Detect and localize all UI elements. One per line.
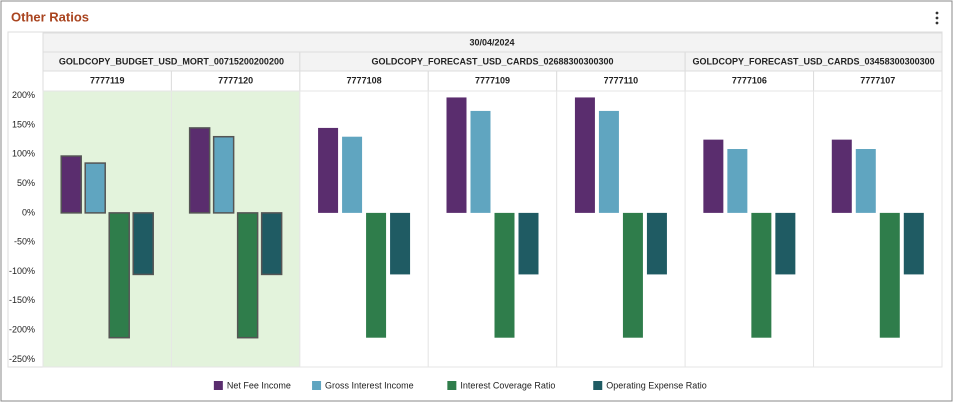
account-label: 7777110	[604, 75, 639, 85]
y-tick-label: -50%	[14, 237, 35, 247]
legend-label: Gross Interest Income	[325, 380, 414, 390]
y-tick-label: -100%	[9, 266, 35, 276]
bar	[518, 212, 539, 275]
bar	[775, 212, 796, 275]
legend-label: Operating Expense Ratio	[606, 380, 707, 390]
group-label: GOLDCOPY_FORECAST_USD_CARDS_026883003003…	[371, 56, 613, 66]
bar	[366, 212, 387, 338]
y-tick-label: 200%	[12, 90, 35, 100]
group-label: GOLDCOPY_FORECAST_USD_CARDS_034583003003…	[693, 56, 935, 66]
bar	[132, 212, 154, 276]
bar	[236, 212, 259, 339]
y-tick-label: 100%	[12, 149, 35, 159]
legend-swatch	[213, 381, 223, 390]
account-label: 7777106	[732, 75, 767, 85]
account-label: 7777107	[860, 75, 895, 85]
legend-label: Interest Coverage Ratio	[460, 380, 555, 390]
bar	[446, 97, 467, 213]
y-tick-label: 150%	[12, 119, 35, 129]
bar	[727, 149, 748, 213]
bar	[212, 135, 235, 214]
bar	[342, 136, 363, 213]
y-tick-label: -150%	[9, 295, 35, 305]
bar	[751, 212, 772, 338]
legend-label: Net Fee Income	[227, 380, 291, 390]
account-label: 7777109	[475, 75, 510, 85]
bar	[390, 212, 411, 275]
y-tick-label: 50%	[17, 178, 35, 188]
legend-swatch	[447, 381, 457, 390]
bar	[855, 149, 876, 213]
bar	[703, 139, 724, 213]
bar	[318, 127, 339, 213]
bar	[260, 212, 283, 276]
account-label: 7777108	[347, 75, 382, 85]
bar	[60, 155, 82, 214]
bar	[622, 212, 643, 338]
menu-button[interactable]	[935, 11, 939, 25]
bar	[494, 212, 515, 338]
y-tick-label: -250%	[9, 354, 35, 364]
bar	[470, 110, 491, 213]
y-tick-label: -200%	[9, 324, 35, 334]
y-tick-label: 0%	[22, 207, 35, 217]
period-label: 30/04/2024	[469, 37, 514, 47]
account-label: 7777119	[90, 75, 125, 85]
bar	[831, 139, 852, 213]
bar	[879, 212, 900, 338]
bar	[598, 110, 619, 213]
account-label: 7777120	[218, 75, 253, 85]
bar	[646, 212, 667, 275]
panel-title: Other Ratios	[11, 9, 89, 24]
bar	[903, 212, 924, 275]
legend-swatch	[593, 381, 603, 390]
bar	[188, 127, 211, 214]
legend-swatch	[312, 381, 322, 390]
group-label: GOLDCOPY_BUDGET_USD_MORT_00715200200200	[59, 56, 284, 66]
bar	[108, 212, 130, 339]
bar	[574, 97, 595, 213]
bar	[84, 162, 106, 214]
